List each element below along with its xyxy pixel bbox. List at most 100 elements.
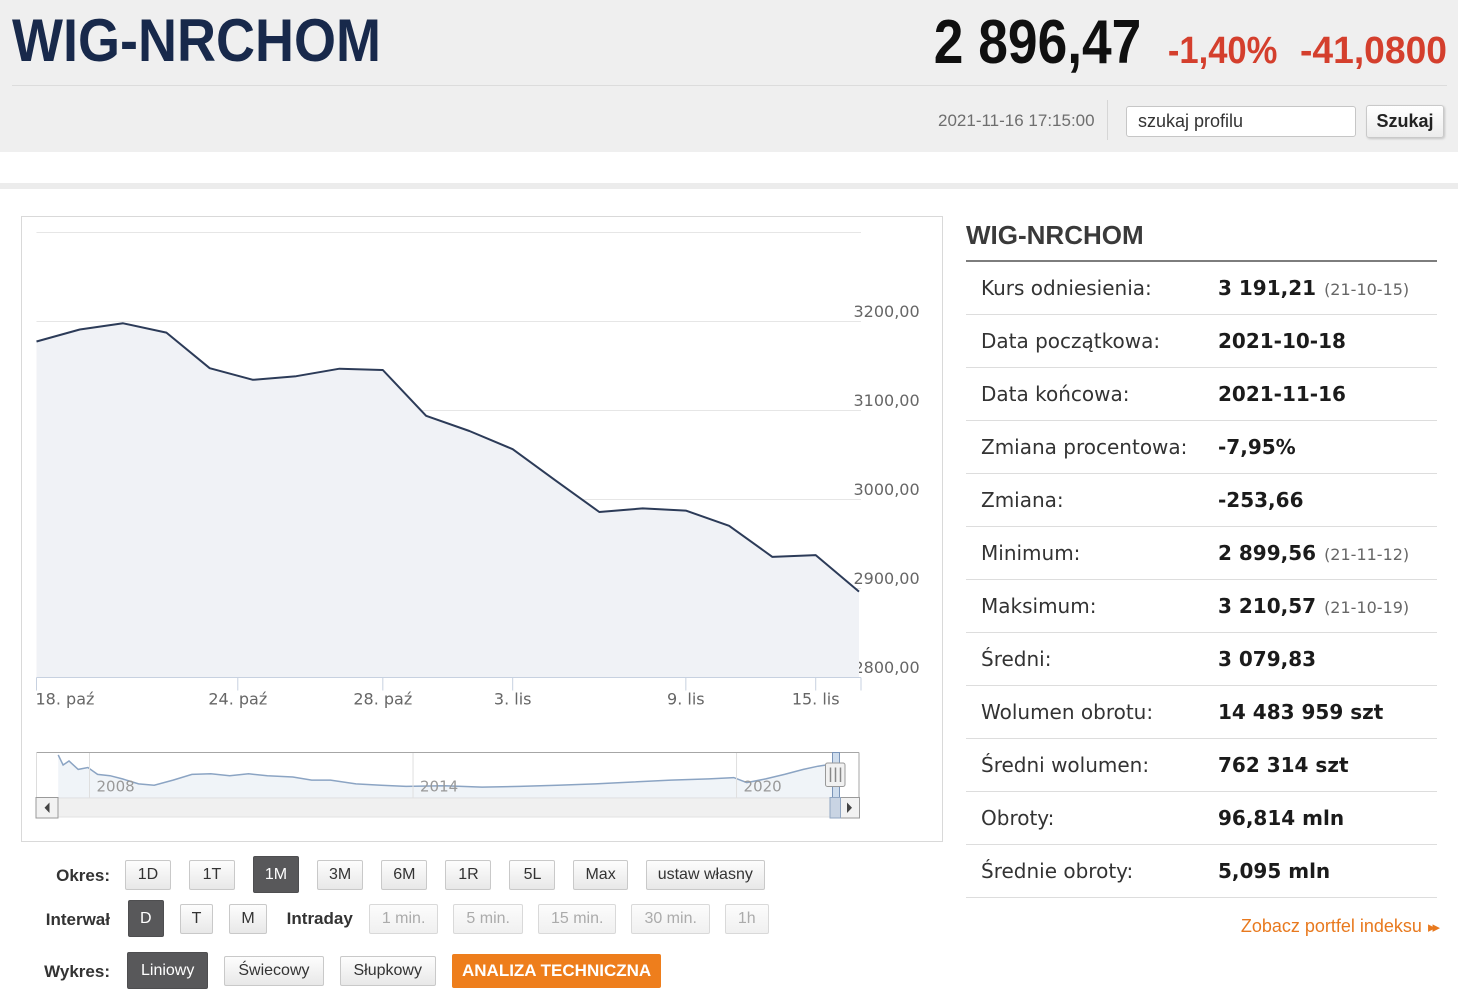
y-axis-label: 3000,00 <box>854 480 920 499</box>
interval-button-t[interactable]: T <box>179 903 214 934</box>
series-line <box>36 322 860 593</box>
summary-row-5: Zmiana: -253,66 <box>966 474 1437 527</box>
period-button-ustaw-własny[interactable]: ustaw własny <box>645 859 765 890</box>
interval-label: Interwał <box>45 909 110 929</box>
summary-row-note: (21-10-19) <box>1324 598 1410 617</box>
y-axis-label: 2800,00 <box>854 658 920 677</box>
summary-link-row: Zobacz portfel indeksu ▸▸ <box>966 916 1440 937</box>
scrollbar-track[interactable] <box>57 797 840 818</box>
period-label: Okres: <box>56 865 110 885</box>
summary-row-value: 14 483 959 szt <box>1218 700 1384 724</box>
summary-row-11: Obroty: 96,814 mln <box>966 792 1437 845</box>
summary-row-value: 96,814 mln <box>1218 806 1345 830</box>
interval-button-d[interactable]: D <box>128 900 164 937</box>
x-axis-label: 18. paź <box>36 690 95 709</box>
intraday-button-15-min-: 15 min. <box>537 903 617 934</box>
summary-row-value: 3 191,21 (21-10-15) <box>1218 276 1410 300</box>
page-title: WIG-NRCHOM <box>12 7 381 74</box>
chart-container: 3200,00 3100,00 3000,00 2900,00 2800,00 18. p… <box>21 216 943 842</box>
period-button-6m[interactable]: 6M <box>381 859 428 890</box>
summary-row-note: (21-11-12) <box>1324 545 1410 564</box>
summary-row-6: Minimum: 2 899,56 (21-11-12) <box>966 527 1437 580</box>
summary-row-note: (21-10-15) <box>1324 280 1410 299</box>
quote-timestamp: 2021-11-16 17:15:00 <box>938 111 1095 130</box>
navigator-mask <box>36 753 833 797</box>
x-axis-label: 24. paź <box>208 690 267 709</box>
period-button-1t[interactable]: 1T <box>189 859 235 890</box>
summary-title-divider <box>966 260 1437 262</box>
chart-type-button-świecowy[interactable]: Świecowy <box>224 955 324 986</box>
price-chart: 3200,00 3100,00 3000,00 2900,00 2800,00 18. p… <box>35 232 920 819</box>
summary-row-value: -253,66 <box>1218 488 1304 512</box>
header-sub-band <box>0 183 1458 189</box>
summary-row-label: Obroty: <box>981 806 1055 830</box>
scrollbar-right-arrow-icon <box>847 802 852 813</box>
period-buttons: 1D 1T 1M 3M 6M 1R 5L Max ustaw własny <box>125 856 783 894</box>
summary-row-label: Kurs odniesienia: <box>981 276 1152 300</box>
period-button-max[interactable]: Max <box>573 859 628 890</box>
summary-row-8: Średni: 3 079,83 <box>966 633 1437 686</box>
intraday-label: Intraday <box>286 908 353 928</box>
interval-button-m[interactable]: M <box>229 903 267 934</box>
x-axis-label: 3. lis <box>494 690 532 709</box>
current-price: 2 896,47 <box>933 8 1141 77</box>
search-input[interactable] <box>1126 106 1356 137</box>
x-axis-label: 15. lis <box>792 690 840 709</box>
intraday-button-30-min-: 30 min. <box>631 903 710 934</box>
summary-row-value: 2021-11-16 <box>1218 382 1346 406</box>
header-vertical-separator <box>1107 100 1108 140</box>
x-axis-label: 28. paź <box>353 690 412 709</box>
technical-analysis-button[interactable]: ANALIZA TECHNICZNA <box>451 953 662 988</box>
summary-row-label: Średni: <box>981 647 1052 671</box>
period-button-1d[interactable]: 1D <box>125 859 171 890</box>
chart-type-label: Wykres: <box>44 961 110 981</box>
summary-row-value: 3 079,83 <box>1218 647 1317 671</box>
period-button-1r[interactable]: 1R <box>445 859 492 890</box>
series-area-fill <box>36 323 859 678</box>
summary-row-3: Data końcowa: 2021-11-16 <box>966 368 1437 421</box>
summary-row-label: Data końcowa: <box>981 382 1130 406</box>
index-portfolio-link[interactable]: Zobacz portfel indeksu <box>1240 916 1422 936</box>
summary-row-1: Kurs odniesienia: 3 191,21 (21-10-15) <box>966 262 1437 315</box>
navigator-area-fill <box>58 754 838 798</box>
summary-row-10: Średni wolumen: 762 314 szt <box>966 739 1437 792</box>
y-axis-label: 3200,00 <box>854 302 920 321</box>
period-button-5l[interactable]: 5L <box>509 859 556 890</box>
navigator-line <box>57 754 839 788</box>
period-button-1m[interactable]: 1M <box>253 856 299 893</box>
period-row: Okres: 1D 1T 1M 3M 6M 1R 5L Max ustaw własny <box>0 856 900 894</box>
intraday-button-1h: 1h <box>724 903 769 934</box>
intraday-buttons-slot: 1 min. 5 min. 15 min. 30 min. 1h <box>368 903 784 934</box>
summary-row-value: 2021-10-18 <box>1218 329 1346 353</box>
x-axis-label: 9. lis <box>667 690 705 709</box>
y-axis-label: 2900,00 <box>854 569 920 588</box>
summary-row-value: 762 314 szt <box>1218 753 1349 777</box>
summary-row-4: Zmiana procentowa: -7,95% <box>966 421 1437 474</box>
summary-row-label: Data początkowa: <box>981 329 1161 353</box>
summary-row-label: Średnie obroty: <box>981 859 1134 883</box>
summary-title: WIG-NRCHOM <box>966 220 1144 250</box>
header-divider <box>12 85 1447 86</box>
summary-row-value: 3 210,57 (21-10-19) <box>1218 594 1410 618</box>
summary-row-12: Średnie obroty: 5,095 mln <box>966 845 1437 898</box>
search-button[interactable]: Szukaj <box>1366 105 1444 138</box>
y-axis-label: 3100,00 <box>854 391 920 410</box>
chart-type-buttons-slot: Liniowy Świecowy Słupkowy <box>127 952 452 989</box>
summary-row-label: Średni wolumen: <box>981 753 1150 777</box>
navigator-year-label: 2008 <box>97 778 135 796</box>
summary-row-9: Wolumen obrotu: 14 483 959 szt <box>966 686 1437 739</box>
change-percent: -1,40% <box>1167 30 1277 72</box>
scrollbar-thumb[interactable] <box>829 797 841 819</box>
period-button-3m[interactable]: 3M <box>317 859 364 890</box>
double-arrow-icon: ▸▸ <box>1427 919 1440 936</box>
navigator-year-label: 2014 <box>420 778 458 796</box>
summary-row-value: 5,095 mln <box>1218 859 1331 883</box>
chart-type-button-liniowy[interactable]: Liniowy <box>127 952 209 989</box>
chart-type-button-słupkowy[interactable]: Słupkowy <box>339 955 436 986</box>
intraday-button-1-min-: 1 min. <box>368 903 439 934</box>
summary-row-value: 2 899,56 (21-11-12) <box>1218 541 1410 565</box>
